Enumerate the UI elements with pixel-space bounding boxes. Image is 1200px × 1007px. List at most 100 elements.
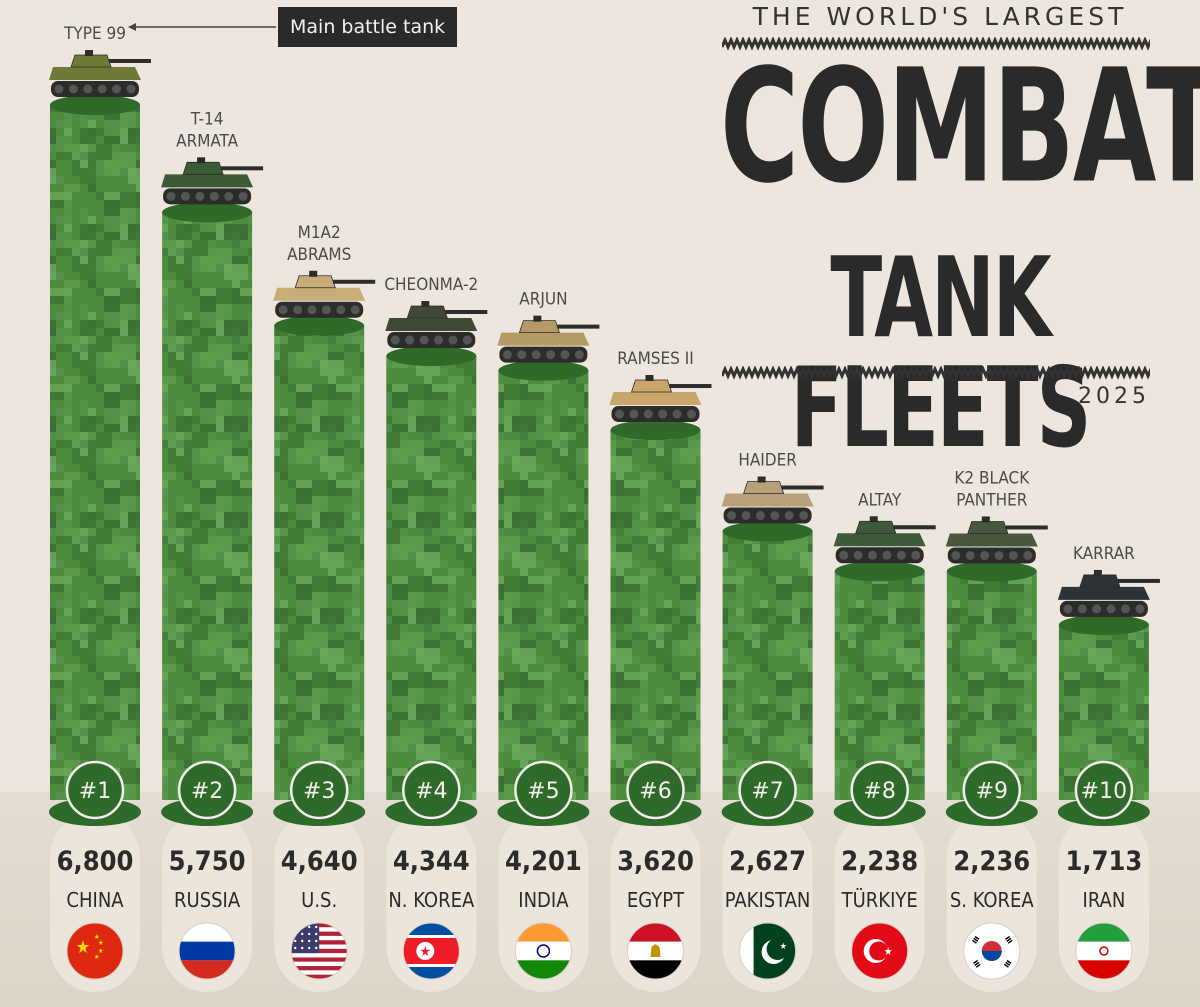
bar-top: [498, 360, 589, 381]
rank-label: #10: [1081, 779, 1127, 804]
bar: [386, 356, 477, 800]
bar-top: [274, 315, 365, 336]
bar-top: [386, 346, 477, 367]
svg-text:★: ★: [76, 937, 91, 958]
rank-badge: [1074, 760, 1134, 820]
svg-text:★: ★: [98, 947, 104, 955]
bar: [274, 325, 365, 800]
value-label: 2,238: [841, 846, 918, 877]
svg-text:★: ★: [884, 945, 893, 958]
north-korea-flag: ★: [402, 922, 460, 980]
tank-icon: [385, 301, 488, 349]
tank-icon: [609, 375, 712, 423]
south-korea-flag: [963, 922, 1021, 980]
tank-name-label: CHEONMA-2: [384, 275, 478, 295]
tank-name-label: K2 BLACK: [954, 468, 1030, 488]
china-flag: ★ ★★★★: [66, 922, 124, 980]
rank-label: #5: [527, 779, 559, 804]
rank-badge: [738, 760, 797, 820]
title-line-1: THE WORLD'S LARGEST: [752, 2, 1128, 31]
egypt-flag: [627, 922, 684, 980]
bar: [498, 370, 589, 800]
bar-top: [946, 561, 1037, 582]
value-label: 2,236: [953, 846, 1030, 877]
bar-top: [834, 561, 925, 582]
tank-name-label: M1A2: [298, 223, 341, 243]
country-label: N. KOREA: [388, 888, 475, 912]
rank-badge: [514, 760, 573, 820]
country-label: RUSSIA: [174, 888, 241, 912]
svg-text:★: ★: [780, 942, 787, 952]
bar-top: [1058, 614, 1149, 635]
rank-label: #3: [303, 779, 335, 804]
svg-text:★: ★: [94, 953, 100, 961]
rank-badge: [402, 760, 461, 820]
value-label: 5,750: [169, 846, 246, 877]
country-label: EGYPT: [627, 888, 685, 912]
value-label: 4,640: [281, 846, 358, 877]
value-label: 4,201: [505, 846, 582, 877]
callout-arrow: [128, 23, 136, 31]
russia-flag: [178, 922, 236, 980]
pakistan-flag: ★: [739, 922, 797, 980]
india-flag: [514, 922, 572, 980]
bar-top: [50, 95, 140, 115]
tank-name-label: ALTAY: [858, 490, 902, 510]
tank-name-label: ABRAMS: [287, 245, 351, 265]
bar: [162, 212, 253, 801]
value-label: 6,800: [57, 846, 134, 877]
tank-name-label: T-14: [190, 109, 224, 129]
rank-label: #2: [191, 779, 223, 804]
rank-badge: [289, 760, 349, 820]
rank-badge: [65, 760, 125, 820]
tank-icon: [273, 270, 376, 318]
legend-callout-label: Main battle tank: [278, 7, 458, 47]
bar: [722, 531, 813, 800]
value-label: 4,344: [393, 846, 470, 877]
bar-top: [610, 420, 701, 441]
iran-flag: [1075, 922, 1133, 980]
usa-flag: [290, 922, 348, 980]
value-label: 2,627: [729, 846, 806, 877]
rank-label: #9: [976, 779, 1008, 804]
tank-name-label: HAIDER: [738, 451, 797, 471]
rank-badge: [177, 760, 237, 820]
title-year: 2025: [1078, 384, 1150, 409]
title-line-2: COMBAT: [720, 36, 1200, 219]
rank-label: #8: [863, 779, 895, 804]
svg-text:★: ★: [98, 939, 104, 947]
zigzag-divider-bottom: [722, 366, 1150, 380]
country-label: INDIA: [518, 888, 569, 912]
tank-icon: [833, 516, 936, 564]
tank-icon: [497, 315, 600, 363]
bar: [610, 430, 701, 800]
rank-label: #4: [415, 779, 447, 804]
tank-name-label: PANTHER: [956, 490, 1028, 510]
svg-text:★: ★: [420, 944, 431, 960]
country-label: U.S.: [301, 888, 337, 912]
country-label: PAKISTAN: [725, 888, 811, 912]
zigzag-divider-top: [722, 37, 1150, 51]
rank-badge: [962, 760, 1022, 820]
tank-name-label: RAMSES II: [617, 349, 694, 369]
bar-top: [722, 521, 813, 542]
tank-name-label: ARMATA: [176, 131, 238, 151]
tank-name-label: KARRAR: [1073, 544, 1135, 564]
bar: [50, 105, 140, 800]
svg-text:★: ★: [94, 933, 100, 941]
tank-name-label: ARJUN: [519, 290, 567, 310]
country-label: S. KOREA: [950, 888, 1035, 912]
rank-badge: [626, 760, 685, 820]
tank-icon: [945, 516, 1048, 564]
country-label: IRAN: [1083, 888, 1126, 912]
rank-label: #7: [751, 779, 783, 804]
country-label: TÜRKIYE: [841, 888, 918, 912]
tank-icon: [1057, 569, 1160, 617]
tank-icon: [721, 476, 824, 524]
bar-top: [162, 202, 253, 223]
rank-label: #1: [79, 779, 111, 804]
turkiye-flag: ★: [851, 922, 909, 980]
tank-icon: [49, 50, 151, 97]
rank-label: #6: [639, 779, 671, 804]
